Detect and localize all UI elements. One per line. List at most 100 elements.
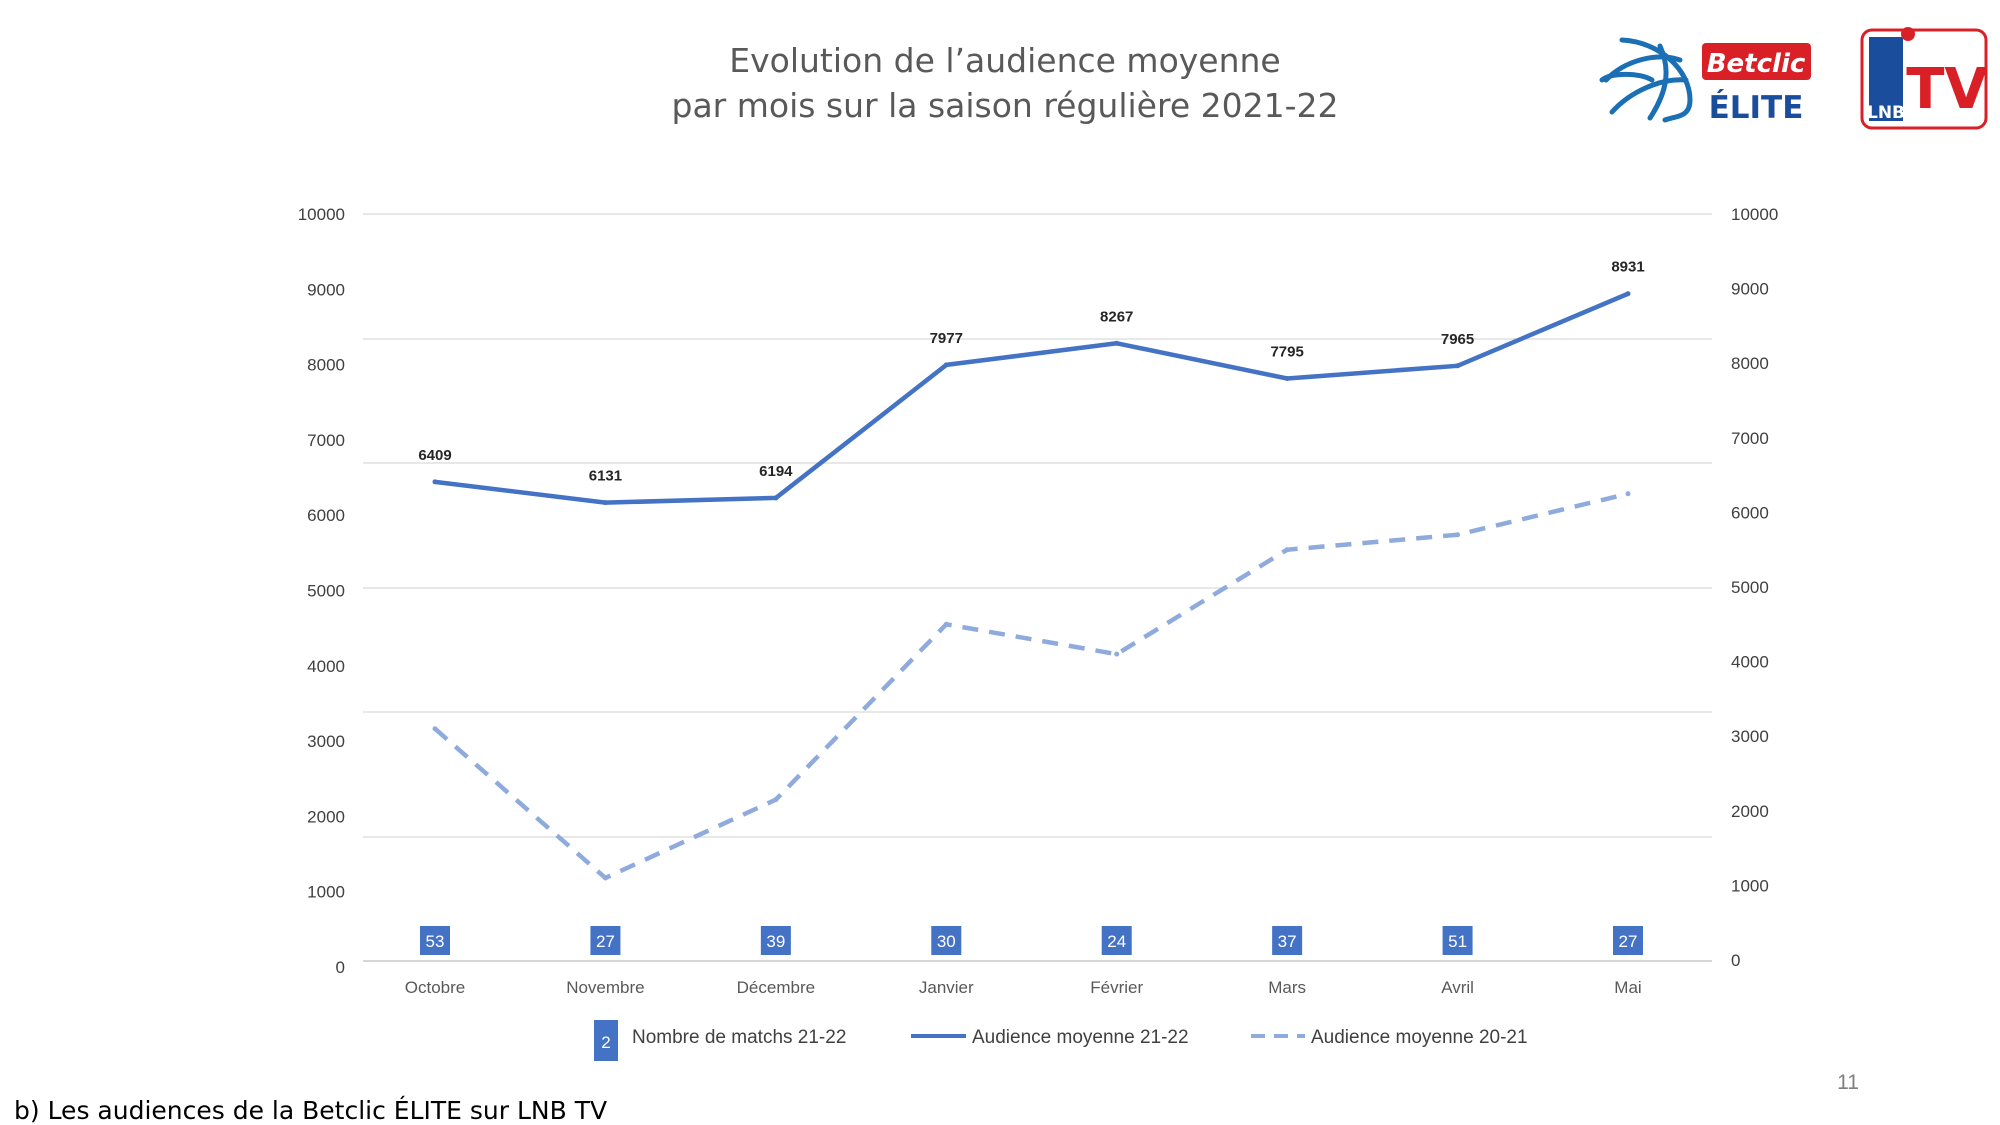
x-axis-categories: Octobre Novembre Décembre Janvier Février Mar… bbox=[405, 978, 1642, 997]
data-label-audience-2122: 8931 bbox=[1611, 259, 1644, 276]
y-left-tick-label: 3000 bbox=[307, 732, 345, 751]
y-left-tick-label: 4000 bbox=[307, 657, 345, 676]
match-count-label: 37 bbox=[1278, 932, 1297, 951]
betclic-wordmark: Betclic bbox=[1707, 49, 1806, 79]
point-audience-2021 bbox=[773, 797, 779, 803]
series-line-audience-2021 bbox=[433, 491, 1629, 881]
point-audience-2021 bbox=[1455, 532, 1461, 538]
x-category-label: Avril bbox=[1441, 978, 1474, 997]
lnb-wordmark: LNB bbox=[1867, 103, 1905, 123]
series-line-audience-2122 bbox=[434, 291, 1629, 505]
y-right-tick-label: 9000 bbox=[1731, 280, 1769, 299]
data-label-audience-2122: 6131 bbox=[589, 468, 622, 485]
betclic-elite-logo: Betclic ÉLITE bbox=[1599, 37, 1811, 126]
match-count-label: 30 bbox=[937, 932, 956, 951]
data-label-audience-2122: 7977 bbox=[930, 330, 963, 347]
match-count-label: 39 bbox=[766, 932, 785, 951]
point-audience-2021 bbox=[432, 726, 438, 732]
point-audience-2122 bbox=[432, 479, 438, 485]
match-count-label: 27 bbox=[596, 932, 615, 951]
x-category-label: Mai bbox=[1614, 978, 1641, 997]
tv-wordmark: TV bbox=[1906, 57, 1988, 122]
match-count-badge bbox=[760, 926, 791, 955]
legend-label-audience-2122: Audience moyenne 21-22 bbox=[972, 1027, 1189, 1048]
legend-label-audience-2021: Audience moyenne 20-21 bbox=[1311, 1027, 1528, 1048]
legend-badge-swatch bbox=[594, 1020, 618, 1061]
point-audience-2122 bbox=[1284, 375, 1290, 381]
y-left-tick-label: 9000 bbox=[307, 280, 345, 299]
match-count-badges: 53 27 39 30 24 37 51 27 bbox=[420, 926, 1643, 955]
point-audience-2021 bbox=[602, 875, 608, 881]
slide-caption: b) Les audiences de la Betclic ÉLITE sur… bbox=[14, 1096, 607, 1125]
point-audience-2122 bbox=[773, 495, 779, 501]
x-category-label: Décembre bbox=[737, 978, 815, 997]
point-audience-2021 bbox=[1284, 547, 1290, 553]
y-right-tick-label: 0 bbox=[1731, 951, 1740, 970]
data-label-audience-2122: 7965 bbox=[1441, 331, 1474, 348]
y-left-tick-label: 8000 bbox=[307, 356, 345, 375]
x-category-label: Janvier bbox=[919, 978, 974, 997]
x-category-label: Mars bbox=[1268, 978, 1306, 997]
match-count-badge bbox=[1101, 926, 1132, 955]
y-left-tick-label: 0 bbox=[336, 958, 345, 977]
basketball-icon bbox=[1599, 37, 1693, 123]
betclic-red-box bbox=[1702, 43, 1811, 80]
data-label-audience-2122: 7795 bbox=[1270, 343, 1303, 360]
x-category-label: Octobre bbox=[405, 978, 465, 997]
legend-item-audience-2122: Audience moyenne 21-22 bbox=[911, 1027, 1189, 1048]
chart-title-line1: Evolution de l’audience moyenne bbox=[729, 41, 1280, 80]
point-audience-2122 bbox=[943, 362, 949, 368]
point-audience-2021 bbox=[1625, 491, 1631, 497]
match-count-badge bbox=[590, 926, 621, 955]
data-label-audience-2122: 6194 bbox=[759, 463, 793, 480]
y-left-tick-label: 10000 bbox=[298, 205, 345, 224]
y-right-tick-label: 2000 bbox=[1731, 802, 1769, 821]
point-audience-2122 bbox=[1455, 363, 1461, 369]
match-count-badge bbox=[1613, 926, 1643, 955]
legend-item-audience-2021: Audience moyenne 20-21 bbox=[1251, 1027, 1528, 1048]
y-right-tick-label: 10000 bbox=[1731, 205, 1778, 224]
match-count-label: 51 bbox=[1448, 932, 1467, 951]
match-count-badge bbox=[420, 926, 450, 955]
match-count-label: 53 bbox=[426, 932, 445, 951]
data-label-audience-2122: 8267 bbox=[1100, 308, 1133, 325]
y-axis-right: 0 1000 2000 3000 4000 5000 6000 7000 8000 9000 100… bbox=[1731, 205, 1778, 970]
y-left-tick-label: 6000 bbox=[307, 506, 345, 525]
chart-title-line2: par mois sur la saison régulière 2021-22 bbox=[672, 86, 1339, 125]
point-audience-2122 bbox=[1625, 291, 1631, 297]
match-count-label: 27 bbox=[1619, 932, 1638, 951]
data-label-audience-2122: 6409 bbox=[418, 447, 451, 464]
lnb-ball-icon bbox=[1901, 27, 1915, 41]
y-left-tick-label: 5000 bbox=[307, 582, 345, 601]
gridlines bbox=[363, 213, 1712, 962]
elite-wordmark: ÉLITE bbox=[1709, 90, 1804, 126]
y-right-tick-label: 1000 bbox=[1731, 876, 1769, 895]
point-audience-2122 bbox=[1114, 340, 1120, 346]
point-audience-2122 bbox=[602, 500, 608, 506]
x-category-label: Novembre bbox=[566, 978, 644, 997]
legend: 2 Nombre de matchs 21-22 Audience moyenn… bbox=[594, 1020, 1528, 1061]
legend-item-matchs: 2 Nombre de matchs 21-22 bbox=[594, 1020, 846, 1061]
series-lines bbox=[432, 291, 1631, 881]
lnb-tv-logo: LNB TV bbox=[1860, 27, 1988, 130]
y-right-tick-label: 5000 bbox=[1731, 578, 1769, 597]
y-right-tick-label: 4000 bbox=[1731, 653, 1769, 672]
y-left-tick-label: 1000 bbox=[307, 883, 345, 902]
legend-label-matchs: Nombre de matchs 21-22 bbox=[632, 1027, 846, 1048]
y-axis-left: 0 1000 2000 3000 4000 5000 6000 7000 8000 9000 100… bbox=[298, 205, 345, 977]
match-count-badge bbox=[1442, 926, 1473, 955]
y-left-tick-label: 7000 bbox=[307, 431, 345, 450]
y-right-tick-label: 7000 bbox=[1731, 429, 1769, 448]
y-right-tick-label: 6000 bbox=[1731, 503, 1769, 522]
legend-badge-sample: 2 bbox=[601, 1033, 610, 1052]
y-right-tick-label: 3000 bbox=[1731, 727, 1769, 746]
y-left-tick-label: 2000 bbox=[307, 807, 345, 826]
match-count-badge bbox=[931, 926, 962, 955]
page-number: 11 bbox=[1837, 1071, 1859, 1094]
match-count-badge bbox=[1272, 926, 1303, 955]
x-category-label: Février bbox=[1090, 978, 1143, 997]
match-count-label: 24 bbox=[1107, 932, 1126, 951]
y-right-tick-label: 8000 bbox=[1731, 354, 1769, 373]
point-audience-2021 bbox=[943, 621, 949, 627]
